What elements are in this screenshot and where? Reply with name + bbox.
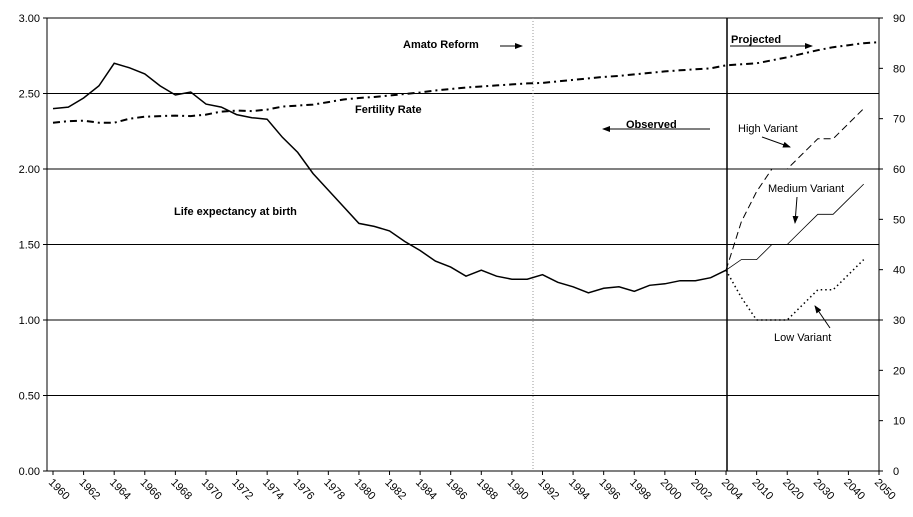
y-tick-label: 0.50 [19, 391, 40, 403]
series-line [52, 62, 727, 294]
x-tick-label: 2010 [750, 477, 776, 503]
x-tick-label: 1986 [444, 477, 470, 503]
x-tick-label: 2020 [780, 477, 806, 503]
x-tick-label: 1998 [627, 477, 653, 503]
x-tick-label: 1968 [168, 477, 194, 503]
series-label: High Variant [738, 123, 798, 135]
annotation: Amato Reform [403, 39, 479, 51]
y-tick-label: 1.50 [19, 240, 40, 252]
arrow [814, 305, 831, 329]
x-tick-label: 2030 [811, 477, 837, 503]
x-tick-label: 2004 [719, 477, 745, 503]
annotation: Observed [626, 119, 677, 131]
series-label: Medium Variant [768, 183, 844, 195]
x-tick-label: 1962 [76, 477, 102, 503]
x-tick-label: 1988 [474, 477, 500, 503]
y2-tick-label: 90 [893, 13, 905, 25]
y2-tick-label: 60 [893, 164, 905, 176]
series-line [725, 259, 865, 321]
series-line [725, 183, 864, 271]
x-tick-label: 1992 [535, 477, 561, 503]
y-tick-label: 1.00 [19, 315, 40, 327]
y2-tick-label: 80 [893, 63, 905, 75]
arrow [761, 136, 791, 148]
y2-tick-label: 10 [893, 416, 905, 428]
series-label: Fertility Rate [355, 104, 422, 116]
y2-tick-label: 0 [893, 466, 899, 478]
series-line [52, 41, 880, 124]
x-tick-label: 1972 [229, 477, 255, 503]
x-tick-label: 1984 [413, 477, 439, 503]
series-label: Life expectancy at birth [174, 206, 297, 218]
arrow [792, 196, 799, 224]
y2-tick-label: 20 [893, 365, 905, 377]
y-tick-label: 2.00 [19, 164, 40, 176]
x-tick-label: 1966 [138, 477, 164, 503]
x-tick-label: 1970 [199, 477, 225, 503]
x-tick-label: 1960 [46, 477, 72, 503]
x-tick-label: 1978 [321, 477, 347, 503]
series-line [725, 108, 865, 271]
x-tick-label: 1996 [597, 477, 623, 503]
x-tick-label: 2000 [658, 477, 684, 503]
x-tick-label: 2040 [841, 477, 867, 503]
y2-tick-label: 30 [893, 315, 905, 327]
x-tick-label: 1980 [352, 477, 378, 503]
x-tick-label: 1994 [566, 477, 592, 503]
x-tick-label: 1976 [291, 477, 317, 503]
y-tick-label: 0.00 [19, 466, 40, 478]
x-tick-label: 1982 [382, 477, 408, 503]
plot-area: 0.000.501.001.502.002.503.00010203040506… [19, 13, 906, 502]
x-tick-label: 2050 [872, 477, 898, 503]
annotation: Projected [731, 34, 781, 46]
y-tick-label: 2.50 [19, 89, 40, 101]
y2-tick-label: 70 [893, 114, 905, 126]
y2-tick-label: 50 [893, 214, 905, 226]
series-label: Low Variant [774, 332, 831, 344]
x-tick-label: 1964 [107, 477, 133, 503]
y-tick-label: 3.00 [19, 13, 40, 25]
x-tick-label: 1990 [505, 477, 531, 503]
x-tick-label: 2002 [688, 477, 714, 503]
y2-tick-label: 40 [893, 265, 905, 277]
x-tick-label: 1974 [260, 477, 286, 503]
